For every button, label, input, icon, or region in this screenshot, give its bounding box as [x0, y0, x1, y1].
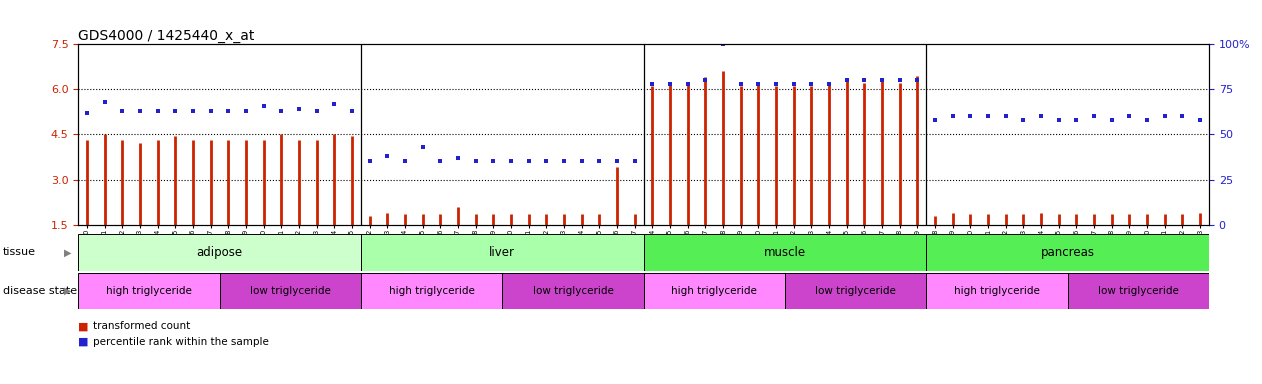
Text: adipose: adipose [197, 246, 242, 259]
Bar [644, 234, 926, 271]
Text: liver: liver [490, 246, 515, 259]
Text: high triglyceride: high triglyceride [954, 286, 1040, 296]
Text: low triglyceride: low triglyceride [250, 286, 331, 296]
Text: low triglyceride: low triglyceride [815, 286, 896, 296]
Bar [1068, 273, 1209, 309]
Bar [361, 273, 502, 309]
Text: ▶: ▶ [64, 286, 72, 296]
Bar [644, 273, 785, 309]
Bar [220, 273, 361, 309]
Bar [78, 273, 220, 309]
Bar [926, 273, 1068, 309]
Bar [502, 273, 644, 309]
Bar [361, 234, 644, 271]
Text: low triglyceride: low triglyceride [1098, 286, 1179, 296]
Bar [926, 234, 1209, 271]
Text: high triglyceride: high triglyceride [389, 286, 475, 296]
Text: low triglyceride: low triglyceride [533, 286, 613, 296]
Text: ▶: ▶ [64, 247, 72, 258]
Text: disease state: disease state [3, 286, 77, 296]
Text: tissue: tissue [3, 247, 35, 258]
Text: ■: ■ [78, 337, 88, 347]
Text: muscle: muscle [764, 246, 806, 259]
Bar [785, 273, 926, 309]
Text: ■: ■ [78, 321, 88, 331]
Text: GDS4000 / 1425440_x_at: GDS4000 / 1425440_x_at [78, 29, 255, 43]
Text: high triglyceride: high triglyceride [671, 286, 757, 296]
Bar [78, 234, 361, 271]
Text: transformed count: transformed count [93, 321, 191, 331]
Text: percentile rank within the sample: percentile rank within the sample [93, 337, 269, 347]
Text: pancreas: pancreas [1041, 246, 1094, 259]
Text: high triglyceride: high triglyceride [106, 286, 192, 296]
